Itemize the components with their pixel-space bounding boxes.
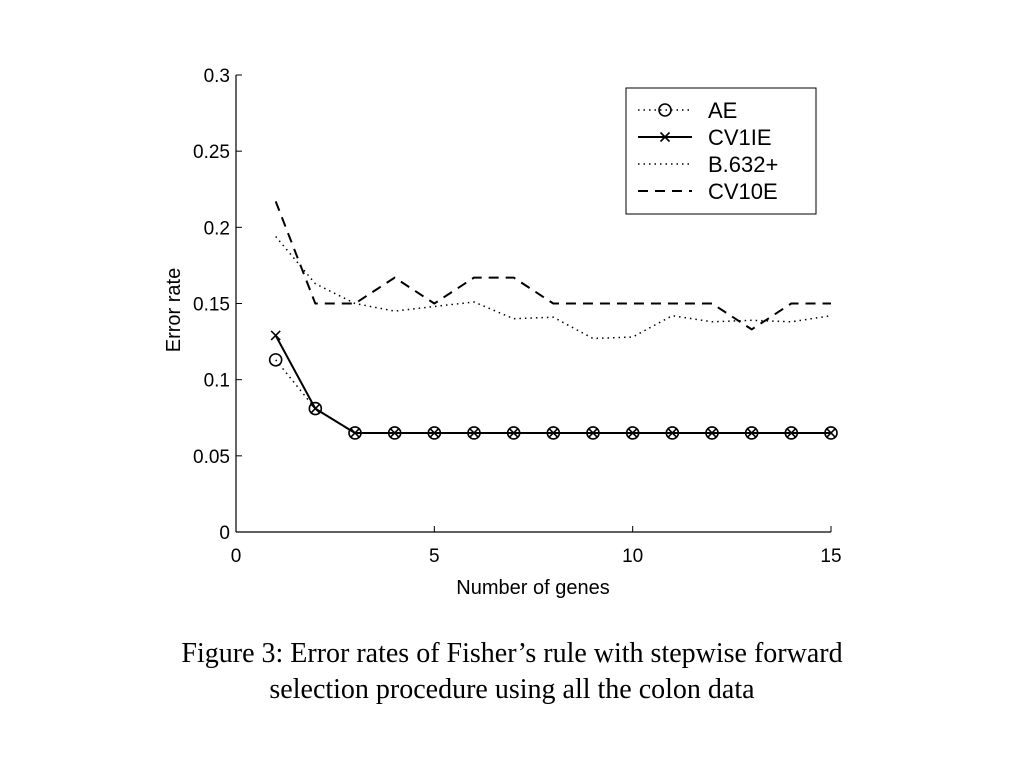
data-point-1-14: [825, 427, 837, 439]
y-tick-label-5: 0.25: [193, 142, 230, 163]
data-point-1-5: [468, 427, 480, 439]
legend-label-2: B.632+: [708, 152, 778, 177]
data-point-1-4: [429, 427, 440, 439]
data-point-1-13: [786, 427, 797, 439]
x-tick-label-1: 5: [429, 546, 440, 567]
x-tick-label-3: 15: [820, 546, 841, 567]
data-point-1-10: [667, 427, 678, 439]
series-line-2: [275, 236, 832, 340]
data-point-1-8: [587, 427, 599, 439]
series-b-632-: [275, 236, 832, 340]
series-cv1ie: [270, 330, 837, 439]
data-point-1-9: [627, 427, 638, 439]
y-tick-label-4: 0.2: [204, 218, 230, 239]
data-point-1-2: [349, 427, 361, 439]
legend-marker-1: [659, 131, 671, 143]
series-line-1: [274, 335, 831, 434]
x-tick-label-2: 10: [622, 546, 643, 567]
error-rate-chart: 0 5 10 15 0 0.05 0.1 0.15 0.2 0.25 0.3 AECV1IEB.63…: [163, 66, 842, 599]
axes: 0 5 10 15 0 0.05 0.1 0.15 0.2 0.25 0.3: [193, 66, 842, 567]
series-line-0: [275, 359, 831, 434]
y-tick-label-6: 0.3: [204, 66, 230, 87]
data-point-0-1: [308, 401, 323, 416]
y-tick-label-1: 0.05: [193, 447, 230, 468]
y-tick-label-3: 0.15: [193, 295, 230, 316]
data-point-1-7: [548, 427, 559, 439]
data-point-0-0: [268, 353, 283, 367]
legend-label-0: AE: [708, 98, 737, 123]
caption-line-2: selection procedure using all the colon …: [269, 674, 755, 705]
figure-caption: Figure 3: Error rates of Fisher’s rule w…: [0, 636, 1024, 708]
y-tick-label-2: 0.1: [204, 371, 230, 392]
legend-label-1: CV1IE: [708, 125, 772, 150]
caption-line-1: Figure 3: Error rates of Fisher’s rule w…: [181, 638, 843, 669]
data-point-1-3: [389, 427, 400, 439]
data-point-1-0: [270, 330, 281, 341]
x-tick-label-0: 0: [231, 546, 242, 567]
data-point-1-12: [746, 427, 757, 439]
legend-label-3: CV10E: [708, 179, 778, 204]
series-ae: [268, 353, 838, 440]
x-axis-label: Number of genes: [456, 577, 609, 599]
legend-marker-0: [658, 103, 672, 117]
legend-box: [625, 87, 817, 215]
series-layer: [268, 201, 838, 440]
y-tick-label-0: 0: [219, 523, 230, 544]
y-axis-label: Error rate: [163, 268, 185, 352]
data-point-1-1: [310, 403, 321, 414]
series-cv10e: [274, 201, 831, 331]
series-line-3: [274, 201, 831, 331]
data-point-1-11: [706, 427, 718, 439]
data-point-1-6: [508, 427, 519, 439]
